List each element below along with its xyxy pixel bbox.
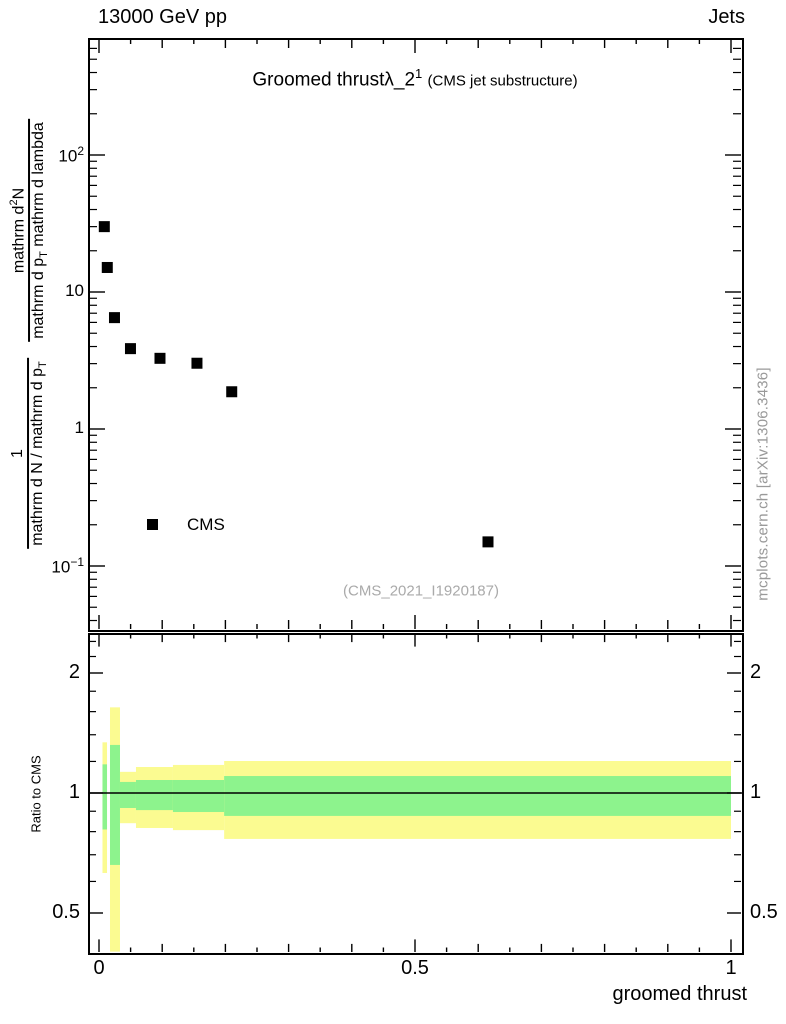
mcplots-arxiv-note: mcplots.cern.ch [arXiv:1306.3436] [754,367,772,601]
ratio-band-green [224,776,732,816]
main-panel-frame [88,38,744,632]
data-point-marker [101,261,113,273]
y-axis-tick-label: 102 [58,144,84,166]
x-axis-title: groomed thrust [612,983,747,1005]
plot-title: Groomed thrustλ_21 (CMS jet substructure… [88,66,742,91]
data-point-marker [108,312,120,324]
data-point-marker [482,536,494,548]
y-axis-label: 1 mathrm d N / mathrm d pT mathrm d2N ma… [8,113,51,555]
y-axis-tick-label: 10 [65,281,84,300]
data-point-marker [98,221,110,233]
data-point-marker [154,352,166,364]
ratio-tick-label-right: 2 [750,661,762,683]
y-axis-label-frac1: 1 mathrm d N / mathrm d pT [9,358,50,549]
x-axis-tick-label: 1 [725,957,737,979]
plot-title-main: Groomed thrust [252,69,385,91]
analysis-id-watermark: (CMS_2021_I1920187) [343,582,499,600]
ratio-band-green [172,779,225,813]
legend-marker-filled-square-icon [147,519,158,530]
legend-label: CMS [187,515,225,534]
y-axis-tick-label: 10−1 [51,555,84,577]
plot-title-analysis: (CMS jet substructure) [427,72,578,90]
data-point-marker [226,386,238,398]
y-axis-tick-label: 1 [74,418,84,437]
data-point-marker [191,357,203,369]
ratio-band-green [102,764,108,830]
ratio-band-green [119,781,136,809]
header-beam-energy: 13000 GeV pp [98,6,227,28]
ratio-tick-label-left: 0.5 [52,901,80,923]
header-analysis-group: Jets [708,6,745,28]
plot-title-exponent: 1 [415,66,423,81]
plot-title-lambda: λ_2 [384,69,416,91]
x-axis-tick-label: 0.5 [401,957,429,979]
ratio-tick-label-right: 1 [750,781,762,803]
ratio-band-green [109,744,120,865]
x-axis-tick-label: 0 [93,957,105,979]
ratio-tick-label-left: 1 [68,781,80,803]
ratio-band-green [135,779,173,811]
ratio-tick-label-left: 2 [68,661,80,683]
data-point-marker [124,343,136,355]
ratio-tick-label-right: 0.5 [750,901,778,923]
ratio-panel-frame [88,633,744,955]
